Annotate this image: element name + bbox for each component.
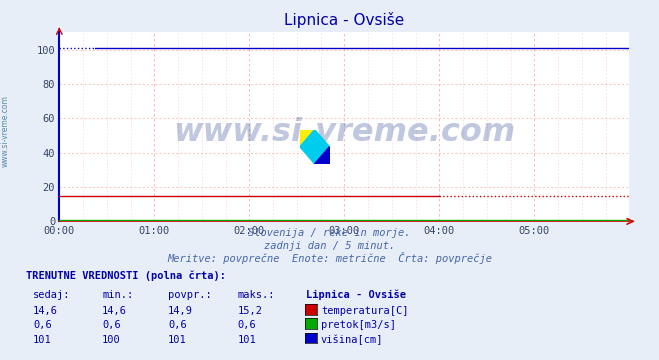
Text: zadnji dan / 5 minut.: zadnji dan / 5 minut. [264,241,395,251]
Text: Meritve: povprečne  Enote: metrične  Črta: povprečje: Meritve: povprečne Enote: metrične Črta:… [167,252,492,264]
Text: 0,6: 0,6 [237,320,256,330]
Text: www.si-vreme.com: www.si-vreme.com [1,95,10,167]
Text: maks.:: maks.: [237,290,275,300]
Text: sedaj:: sedaj: [33,290,71,300]
Text: 0,6: 0,6 [102,320,121,330]
Text: 100: 100 [102,335,121,345]
Text: TRENUTNE VREDNOSTI (polna črta):: TRENUTNE VREDNOSTI (polna črta): [26,270,226,281]
Polygon shape [300,130,315,147]
Text: 101: 101 [237,335,256,345]
Text: povpr.:: povpr.: [168,290,212,300]
Text: višina[cm]: višina[cm] [321,334,384,345]
Text: 0,6: 0,6 [168,320,186,330]
Polygon shape [300,130,330,164]
Text: Slovenija / reke in morje.: Slovenija / reke in morje. [248,228,411,238]
Text: 14,6: 14,6 [33,306,58,316]
Text: www.si-vreme.com: www.si-vreme.com [173,117,515,148]
Title: Lipnica - Ovsiše: Lipnica - Ovsiše [284,13,405,28]
Text: Lipnica - Ovsiše: Lipnica - Ovsiše [306,289,407,300]
Polygon shape [315,147,330,164]
Text: 0,6: 0,6 [33,320,51,330]
Text: 14,6: 14,6 [102,306,127,316]
Text: min.:: min.: [102,290,133,300]
Text: 101: 101 [33,335,51,345]
Text: pretok[m3/s]: pretok[m3/s] [321,320,396,330]
Text: temperatura[C]: temperatura[C] [321,306,409,316]
Text: 101: 101 [168,335,186,345]
Text: 15,2: 15,2 [237,306,262,316]
Text: 14,9: 14,9 [168,306,193,316]
